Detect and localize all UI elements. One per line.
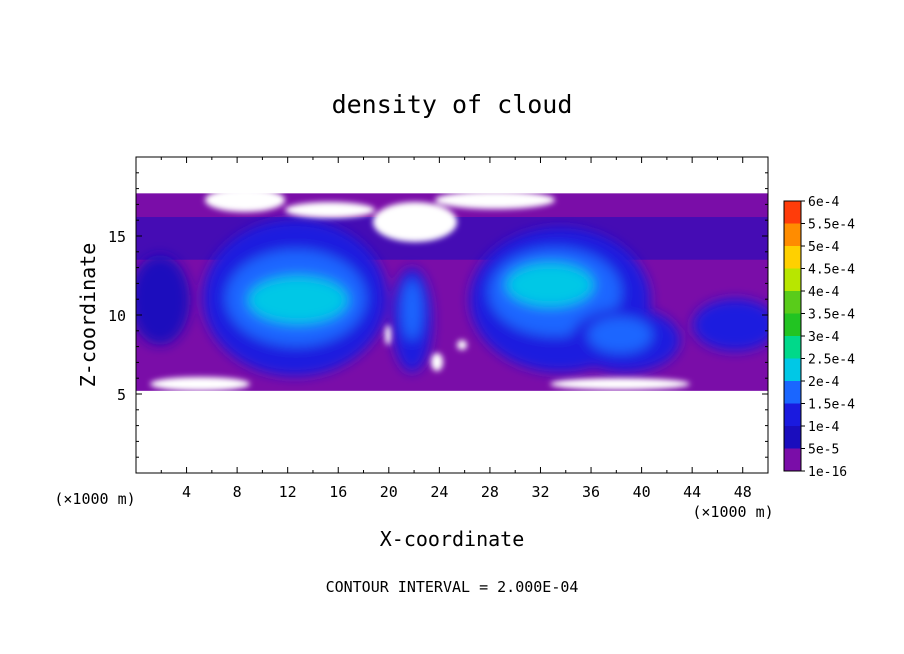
x-tick-label: 16 xyxy=(329,483,347,501)
colorbar-swatch xyxy=(784,223,801,246)
colorbar-swatch xyxy=(784,268,801,291)
colorbar-label: 1e-16 xyxy=(808,465,847,480)
x-axis-label: X-coordinate xyxy=(380,527,525,551)
x-tick-label: 44 xyxy=(683,483,701,501)
y-tick-label: 15 xyxy=(108,228,126,246)
x-tick-label: 24 xyxy=(430,483,448,501)
colorbar-label: 5e-5 xyxy=(808,443,839,458)
colorbar-swatch xyxy=(784,381,801,404)
cell-lower-right-core xyxy=(588,317,652,353)
x-tick-label: 20 xyxy=(380,483,398,501)
y-tick-label: 5 xyxy=(117,386,126,404)
cell-left-edge xyxy=(136,255,190,345)
colorbar-label: 4.5e-4 xyxy=(808,263,855,278)
x-tick-label: 28 xyxy=(481,483,499,501)
colorbar-label: 3e-4 xyxy=(808,330,839,345)
gap-top-2 xyxy=(285,202,375,218)
colorbar-swatch xyxy=(784,246,801,269)
cloud-gaps xyxy=(150,188,690,391)
x-tick-label: 12 xyxy=(279,483,297,501)
colorbar-label: 1e-4 xyxy=(808,420,839,435)
cloud-cells xyxy=(136,220,768,376)
x-tick-label: 40 xyxy=(633,483,651,501)
colorbar-swatch xyxy=(784,201,801,224)
colorbar-swatch xyxy=(784,336,801,359)
x-tick-label: 8 xyxy=(233,483,242,501)
colorbar-swatch xyxy=(784,358,801,381)
x-tick-label: 4 xyxy=(182,483,191,501)
x-tick-label: 32 xyxy=(531,483,549,501)
colorbar-label: 2.5e-4 xyxy=(808,353,855,368)
cell-upper-left-core xyxy=(248,276,348,324)
colorbar-label: 1.5e-4 xyxy=(808,398,855,413)
colorbar-label: 6e-4 xyxy=(808,195,839,210)
gap-bottom-1 xyxy=(150,377,250,391)
x-axis: 4 8 12 16 20 24 28 32 36 40 44 48 xyxy=(160,157,752,501)
gap-top-3 xyxy=(373,202,457,242)
colorbar-swatch xyxy=(784,291,801,314)
contour-interval-label: CONTOUR INTERVAL = 2.000E-04 xyxy=(326,578,579,596)
y-axis-label: Z-coordinate xyxy=(76,243,100,388)
cell-far-right xyxy=(693,299,768,351)
x-tick-label: 36 xyxy=(582,483,600,501)
colorbar-swatch xyxy=(784,313,801,336)
gap-top-1 xyxy=(205,188,285,212)
y-tick-label: 10 xyxy=(108,307,126,325)
gap-mid-3 xyxy=(385,325,391,345)
colorbar-swatch xyxy=(784,426,801,449)
colorbar-label: 3.5e-4 xyxy=(808,308,855,323)
colorbar-swatch xyxy=(784,448,801,471)
x-tick-label: 48 xyxy=(734,483,752,501)
colorbar-label: 4e-4 xyxy=(808,285,839,300)
gap-mid-1 xyxy=(431,353,443,371)
colorbar-swatch xyxy=(784,403,801,426)
chart-title: density of cloud xyxy=(332,90,573,119)
cell-upper-right-core xyxy=(506,263,594,307)
heatmap-field xyxy=(136,188,768,391)
cell-center-column-core xyxy=(402,280,422,340)
colorbar-label: 2e-4 xyxy=(808,375,839,390)
x-unit-left: (×1000 m) xyxy=(54,490,135,508)
gap-bottom-2 xyxy=(550,378,690,390)
colorbar: 1e-16 5e-5 1e-4 1.5e-4 2e-4 2.5e-4 3e-4 3.5e-4 4… xyxy=(783,195,855,480)
x-unit-right: (×1000 m) xyxy=(692,503,773,521)
y-axis: 5 10 15 xyxy=(108,172,768,458)
gap-mid-2 xyxy=(457,340,467,350)
colorbar-label: 5.5e-4 xyxy=(808,218,855,233)
gap-top-4 xyxy=(435,191,555,209)
colorbar-label: 5e-4 xyxy=(808,240,839,255)
